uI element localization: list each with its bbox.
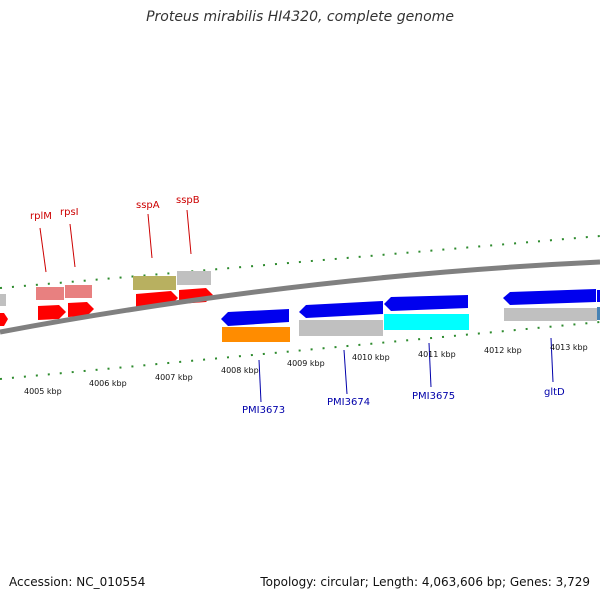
gene-feature[interactable] [597, 307, 600, 320]
kbp-label: 4010 kbp [352, 353, 390, 362]
kbp-label: 4006 kbp [89, 379, 127, 388]
gene-label-sspB[interactable]: sspB [176, 195, 200, 206]
gene-label-gltd[interactable]: gltD [544, 387, 565, 398]
kbp-label: 4009 kbp [287, 359, 325, 368]
kbp-label: 4013 kbp [550, 343, 588, 352]
forward-feature-track-upper [0, 271, 211, 306]
gene-feature[interactable] [299, 301, 383, 318]
kbp-label: 4012 kbp [484, 346, 522, 355]
gene-feature[interactable] [133, 276, 176, 290]
gene-feature[interactable] [503, 289, 596, 305]
gene-label-rpsI[interactable]: rpsI [60, 207, 79, 218]
genome-map[interactable]: rplM rpsI sspA sspB PMI3673 PMI3674 PMI3… [0, 0, 600, 570]
map-title: Proteus mirabilis HI4320, complete genom… [146, 9, 454, 25]
gene-feature[interactable] [221, 309, 289, 326]
forward-cds-track [0, 288, 213, 326]
gene-feature[interactable] [65, 285, 92, 298]
gene-feature[interactable] [36, 287, 64, 300]
reverse-feature-track-lower [222, 307, 600, 342]
gene-feature[interactable] [504, 308, 597, 321]
label-leaders [39, 209, 554, 403]
gene-feature[interactable] [0, 294, 6, 306]
kbp-label: 4007 kbp [155, 373, 193, 382]
gene-feature[interactable] [222, 327, 290, 342]
accession-label: Accession: NC_010554 [9, 575, 146, 589]
reverse-cds-track [221, 289, 600, 326]
gene-feature[interactable] [299, 320, 383, 336]
gene-feature[interactable] [68, 302, 94, 317]
gene-feature[interactable] [597, 290, 600, 302]
gene-label-pmi3675[interactable]: PMI3675 [412, 391, 455, 402]
bottom-tick-row [0, 321, 600, 380]
genome-backbone [0, 259, 600, 335]
gene-feature[interactable] [177, 271, 211, 285]
gene-label-sspA[interactable]: sspA [136, 200, 160, 211]
gene-label-pmi3674[interactable]: PMI3674 [327, 397, 370, 408]
gene-label-rplM[interactable]: rplM [30, 211, 52, 222]
kbp-label: 4011 kbp [418, 350, 456, 359]
genome-summary: Topology: circular; Length: 4,063,606 bp… [260, 575, 590, 589]
top-tick-row [0, 235, 600, 289]
gene-label-pmi3673[interactable]: PMI3673 [242, 405, 285, 416]
kbp-label: 4008 kbp [221, 366, 259, 375]
gene-feature[interactable] [0, 313, 8, 326]
gene-feature[interactable] [38, 305, 66, 320]
gene-feature[interactable] [384, 314, 469, 330]
kbp-label: 4005 kbp [24, 387, 62, 396]
gene-feature[interactable] [384, 295, 468, 311]
